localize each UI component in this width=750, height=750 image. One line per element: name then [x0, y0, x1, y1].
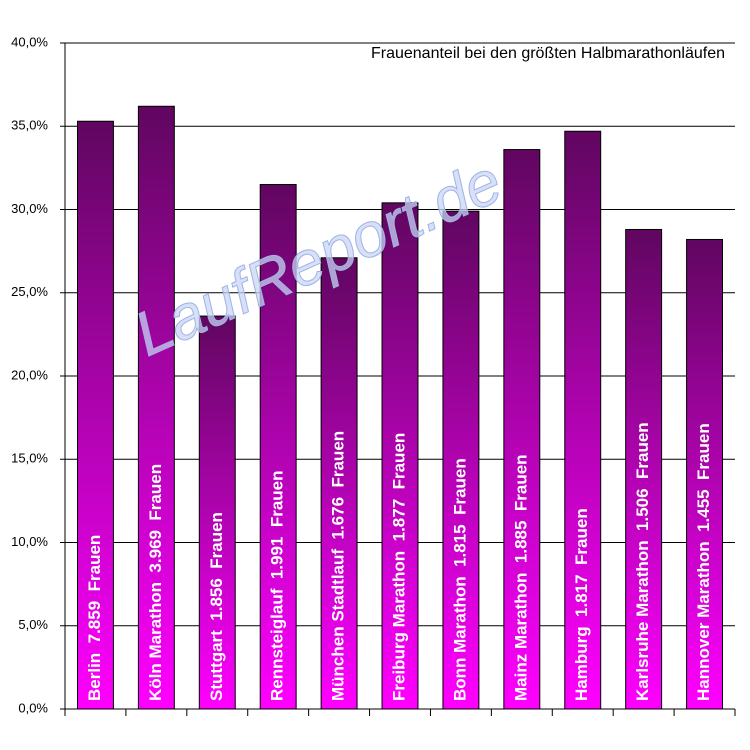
bar [320, 257, 358, 710]
bar [198, 315, 236, 710]
bar [442, 210, 480, 710]
category-label: Bonn Marathon 1.815 Frauen [450, 458, 469, 701]
category-label: Hamburg 1.817 Frauen [572, 508, 591, 701]
y-tick-label: 30,0% [11, 201, 48, 216]
category-label: Rennsteiglauf 1.991 Frauen [268, 470, 287, 701]
category-label: Hannover Marathon 1.455 Frauen [694, 423, 713, 701]
grid: 0,0% 5,0% 10,0% 15,0% 20,0% 25,0% 30,0% 35,0% 40… [11, 34, 736, 716]
category-label: München Stadtlauf 1.676 Frauen [329, 431, 348, 701]
y-tick-label: 0,0% [18, 700, 48, 715]
chart-title: Frauenanteil bei den größten Halbmaratho… [371, 45, 725, 62]
y-tick-label: 40,0% [11, 34, 48, 49]
bar [137, 105, 175, 710]
y-tick-label: 5,0% [18, 617, 48, 632]
bar [259, 184, 297, 710]
bar [503, 149, 541, 710]
category-label: Stuttgart 1.856 Frauen [207, 512, 226, 701]
bar [625, 228, 663, 710]
category-label: Köln Marathon 3.969 Frauen [146, 464, 165, 701]
bars: Berlin 7.859 Frauen Köln Marathon 3.969 F… [76, 105, 724, 710]
y-tick-label: 35,0% [11, 118, 48, 133]
y-tick-label: 25,0% [11, 284, 48, 299]
category-label: Mainz Marathon 1.885 Frauen [511, 454, 530, 701]
category-label: Karlsruhe Marathon 1.506 Frauen [633, 422, 652, 701]
y-tick-label: 10,0% [11, 534, 48, 549]
y-tick-label: 20,0% [11, 367, 48, 382]
bar [686, 238, 724, 710]
y-tick-label: 15,0% [11, 451, 48, 466]
category-label: Freiburg Marathon 1.877 Frauen [389, 433, 408, 701]
bar [381, 202, 419, 710]
category-label: Berlin 7.859 Frauen [85, 535, 104, 701]
bar [564, 130, 602, 710]
bar [76, 120, 114, 710]
